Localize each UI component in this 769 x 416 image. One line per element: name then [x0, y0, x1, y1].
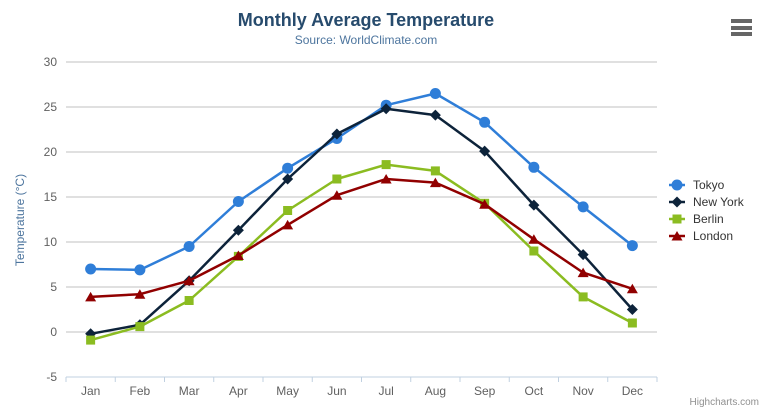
y-axis-label: 20: [44, 145, 58, 159]
legend: Tokyo New York Berlin London: [668, 176, 744, 244]
x-axis-label: May: [276, 384, 299, 398]
hamburger-bar: [731, 32, 752, 36]
credits-link[interactable]: Highcharts.com: [689, 397, 759, 408]
series-line: [89, 163, 634, 342]
legend-item-new-york[interactable]: New York: [668, 193, 744, 210]
x-axis-label: Nov: [572, 384, 593, 398]
hamburger-bar: [731, 25, 752, 30]
series-london: [85, 174, 638, 302]
series-tokyo: [85, 88, 638, 276]
diamond-legend-marker-icon: [669, 196, 685, 207]
triangle-legend-marker-icon: [669, 230, 685, 240]
legend-label: New York: [693, 194, 744, 209]
series-line: [89, 107, 634, 336]
y-axis-title: Temperature (°C): [13, 173, 27, 267]
y-axis-label: 0: [50, 325, 57, 339]
x-axis-label: Mar: [179, 384, 200, 398]
x-axis-label: Jul: [378, 384, 393, 398]
y-axis-label: 25: [44, 100, 58, 114]
y-axis-label: -5: [46, 370, 57, 384]
x-axis-label: Oct: [525, 384, 544, 398]
x-axis-label: Jun: [327, 384, 346, 398]
circle-legend-marker-icon: [669, 179, 685, 190]
x-axis-label: Dec: [622, 384, 643, 398]
series-line: [89, 92, 634, 272]
x-axis-label: Aug: [425, 384, 446, 398]
legend-item-london[interactable]: London: [668, 227, 744, 244]
chart-subtitle: Source: WorldClimate.com: [294, 33, 438, 47]
legend-label: Berlin: [693, 211, 724, 226]
x-axis-label: Jan: [81, 384, 100, 398]
y-axis-label: 10: [44, 235, 58, 249]
hamburger-bar: [731, 19, 752, 23]
x-axis-label: Apr: [229, 384, 248, 398]
legend-item-berlin[interactable]: Berlin: [668, 210, 744, 227]
legend-label: Tokyo: [693, 177, 725, 192]
series-line: [89, 177, 634, 299]
y-axis-label: 5: [50, 280, 57, 294]
y-axis-label: 30: [44, 55, 58, 69]
legend-item-tokyo[interactable]: Tokyo: [668, 176, 744, 193]
y-axis-label: 15: [44, 190, 58, 204]
series-new-york: [85, 103, 638, 340]
hamburger-menu-icon[interactable]: [731, 19, 752, 37]
chart-title: Monthly Average Temperature: [237, 10, 495, 30]
square-legend-marker-icon: [669, 214, 685, 223]
legend-label: London: [693, 228, 734, 243]
x-axis-label: Sep: [474, 384, 496, 398]
x-axis-label: Feb: [130, 384, 151, 398]
